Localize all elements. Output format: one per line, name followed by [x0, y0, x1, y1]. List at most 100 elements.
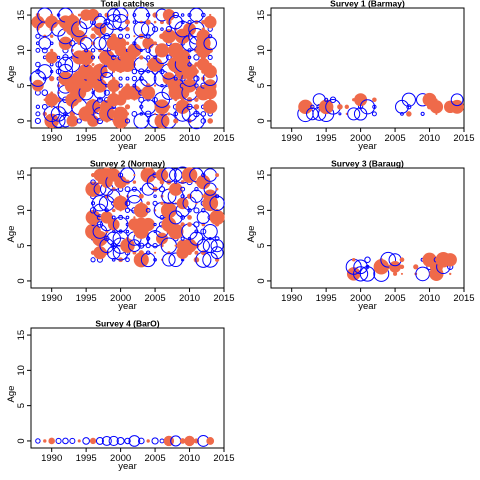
x-axis-label: year: [358, 301, 376, 312]
residual-bubble-positive: [125, 26, 130, 32]
residual-bubble-negative: [41, 103, 48, 110]
residual-bubble-positive: [153, 41, 158, 46]
residual-bubble-negative: [172, 11, 179, 19]
residual-bubble-positive: [201, 27, 205, 31]
residual-bubble-positive: [113, 106, 128, 122]
residual-bubble-negative: [49, 69, 54, 74]
residual-bubble-positive: [161, 29, 177, 44]
residual-bubble-positive: [138, 250, 144, 256]
residual-bubble-positive: [112, 76, 116, 81]
residual-bubble-positive: [139, 201, 143, 205]
residual-bubble-positive: [182, 238, 197, 253]
residual-bubble-positive: [113, 195, 129, 211]
residual-bubble-positive: [127, 85, 142, 100]
residual-bubble-positive: [351, 257, 356, 262]
residual-bubble-positive: [429, 100, 444, 114]
residual-bubble-negative: [103, 33, 110, 40]
residual-bubble-negative: [159, 438, 165, 444]
residual-bubble-negative: [151, 26, 159, 33]
y-tick-label: 5: [256, 243, 267, 248]
residual-bubble-positive: [196, 29, 211, 44]
residual-bubble-negative: [96, 221, 104, 228]
residual-bubble-negative: [125, 215, 130, 220]
residual-bubble-positive: [56, 97, 62, 103]
residual-bubble-negative: [111, 257, 116, 262]
residual-bubble-negative: [193, 54, 200, 61]
x-tick-label: 2010: [419, 133, 440, 144]
residual-bubble-negative: [187, 208, 192, 213]
residual-bubble-positive: [92, 78, 107, 93]
residual-bubble-positive: [193, 257, 200, 263]
residual-bubble-negative: [112, 216, 129, 233]
x-axis-label: year: [358, 141, 376, 152]
residual-bubble-positive: [138, 193, 144, 199]
residual-bubble-negative: [187, 20, 192, 25]
residual-bubble-negative: [145, 12, 151, 18]
x-tick-label: 2010: [179, 453, 200, 464]
residual-bubble-positive: [65, 14, 80, 30]
residual-bubble-negative: [89, 207, 97, 214]
residual-bubble-negative: [108, 435, 119, 447]
residual-bubble-negative: [186, 103, 193, 110]
residual-bubble-negative: [132, 83, 137, 88]
residual-bubble-negative: [69, 40, 76, 47]
residual-bubble-negative: [35, 33, 41, 39]
residual-bubble-negative: [153, 194, 157, 198]
residual-bubble-positive: [133, 173, 136, 177]
y-tick-label: 10: [256, 45, 267, 56]
residual-bubble-positive: [73, 30, 86, 43]
residual-bubble-negative: [168, 14, 183, 30]
residual-bubble-negative: [153, 257, 157, 262]
residual-bubble-negative: [187, 62, 192, 67]
x-tick-label: 1995: [316, 293, 337, 304]
residual-bubble-negative: [56, 55, 61, 60]
residual-bubble-positive: [154, 43, 170, 58]
residual-bubble-negative: [132, 13, 137, 17]
residual-bubble-positive: [124, 104, 131, 110]
x-tick-label: 2010: [419, 293, 440, 304]
residual-bubble-negative: [158, 186, 166, 193]
residual-bubble-negative: [168, 252, 184, 268]
residual-bubble-positive: [49, 75, 55, 82]
residual-bubble-negative: [400, 111, 404, 116]
residual-bubble-positive: [203, 189, 217, 204]
residual-bubble-negative: [165, 26, 172, 33]
residual-bubble-negative: [124, 200, 131, 207]
residual-bubble-negative: [406, 104, 412, 110]
residual-bubble-negative: [364, 256, 371, 263]
residual-bubble-negative: [124, 207, 131, 213]
residual-bubble-positive: [167, 112, 171, 116]
residual-bubble-negative: [57, 56, 74, 73]
residual-bubble-negative: [420, 111, 425, 116]
residual-bubble-negative: [138, 76, 144, 82]
residual-bubble-negative: [181, 105, 198, 122]
x-tick-label: 1995: [76, 293, 97, 304]
residual-bubble-positive: [133, 35, 136, 38]
residual-bubble-positive: [120, 238, 135, 253]
residual-bubble-negative: [160, 27, 164, 31]
residual-bubble-positive: [215, 187, 219, 191]
residual-bubble-negative: [359, 99, 376, 115]
residual-bubble-positive: [183, 22, 196, 36]
residual-bubble-negative: [116, 436, 125, 445]
residual-bubble-positive: [298, 99, 313, 115]
residual-bubble-positive: [173, 118, 179, 124]
residual-bubble-negative: [137, 437, 145, 445]
residual-bubble-positive: [156, 232, 168, 245]
residual-bubble-positive: [152, 12, 158, 18]
residual-bubble-positive: [393, 271, 398, 276]
x-tick-label: 2015: [453, 293, 474, 304]
residual-bubble-positive: [139, 55, 144, 60]
residual-bubble-positive: [45, 51, 58, 64]
residual-bubble-negative: [371, 111, 377, 117]
x-tick-label: 2010: [179, 293, 200, 304]
residual-bubble-positive: [114, 37, 127, 50]
residual-bubble-positive: [399, 257, 405, 263]
residual-bubble-negative: [201, 12, 206, 18]
residual-bubble-positive: [125, 112, 130, 116]
residual-bubble-positive: [152, 186, 158, 192]
residual-bubble-negative: [106, 8, 121, 22]
residual-bubble-negative: [188, 112, 205, 130]
residual-bubble-negative: [153, 222, 157, 227]
residual-bubble-negative: [35, 61, 41, 68]
